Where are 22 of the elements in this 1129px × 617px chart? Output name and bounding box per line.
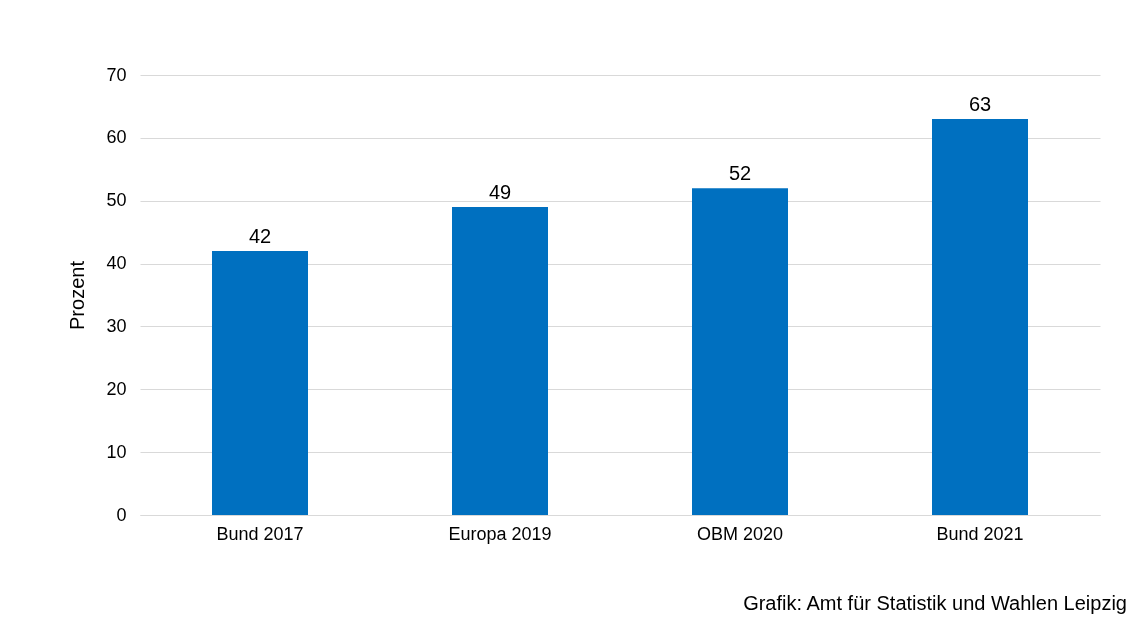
y-tick-label: 0 (116, 504, 127, 525)
y-tick-label: 20 (106, 378, 127, 399)
y-tick-label: 50 (106, 190, 127, 211)
x-tick-label: Europa 2019 (448, 523, 552, 544)
y-axis-title: Prozent (66, 260, 89, 330)
bar (212, 251, 308, 515)
y-tick-label: 30 (106, 315, 127, 336)
y-tick-label: 60 (106, 127, 127, 148)
bar (932, 119, 1028, 515)
y-tick-label: 70 (106, 64, 127, 85)
data-label: 52 (728, 162, 752, 185)
bar (692, 188, 788, 515)
text: Grafik: Amt für Statistik und Wahlen Leipzig (743, 592, 1127, 615)
data-label: 63 (968, 93, 992, 115)
x-tick-label: OBM 2020 (696, 523, 784, 544)
y-tick-label: 40 (106, 253, 127, 274)
x-tick-label: Bund 2021 (936, 523, 1024, 544)
data-label: 42 (248, 225, 272, 247)
x-tick-label: Bund 2017 (216, 523, 304, 544)
y-tick-label: 10 (106, 441, 127, 462)
bar (452, 207, 548, 515)
data-label: 49 (488, 181, 512, 203)
